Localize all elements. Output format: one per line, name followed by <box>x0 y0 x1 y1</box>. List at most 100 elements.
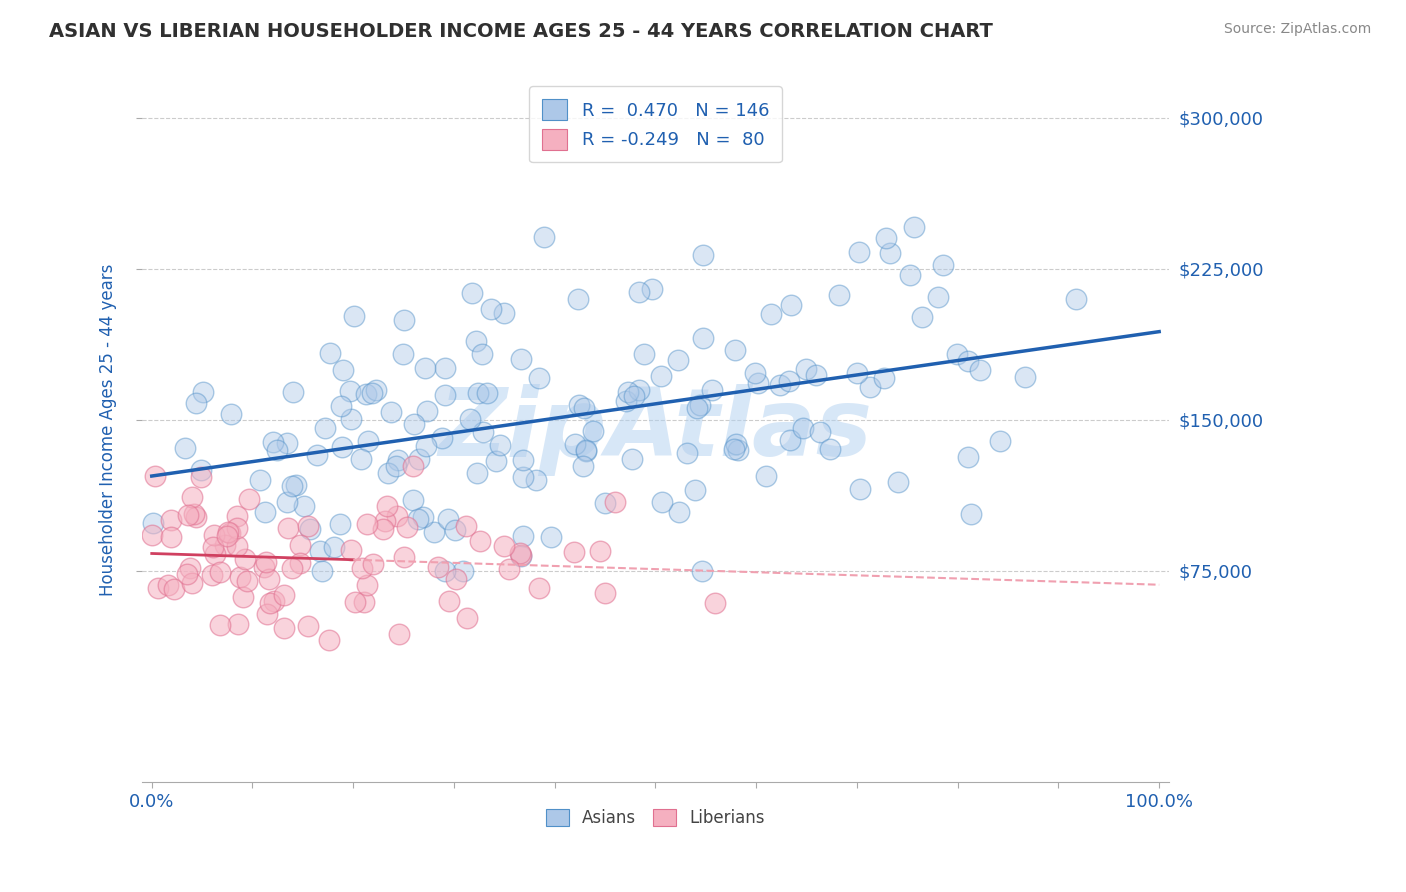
Point <box>416 404 439 418</box>
Point <box>485 454 508 468</box>
Point <box>229 570 252 584</box>
Point <box>527 370 550 384</box>
Point <box>396 520 419 534</box>
Point <box>422 525 444 540</box>
Point <box>434 360 457 375</box>
Point <box>340 543 363 558</box>
Point <box>361 557 384 571</box>
Point <box>446 572 468 586</box>
Point <box>956 450 979 465</box>
Point <box>620 452 643 467</box>
Point <box>603 495 626 509</box>
Point <box>215 529 238 543</box>
Point <box>690 564 713 578</box>
Point <box>562 545 585 559</box>
Point <box>309 544 332 558</box>
Point <box>848 245 870 260</box>
Point <box>761 307 783 321</box>
Point <box>226 520 249 534</box>
Text: ZipAtlas: ZipAtlas <box>439 384 873 476</box>
Point <box>323 540 346 554</box>
Point <box>276 495 298 509</box>
Point <box>527 581 550 595</box>
Point <box>780 298 803 312</box>
Point <box>412 510 434 524</box>
Point <box>273 621 295 635</box>
Point <box>201 567 224 582</box>
Point <box>221 407 243 421</box>
Point <box>384 459 406 474</box>
Point <box>226 508 249 523</box>
Point <box>263 593 285 607</box>
Point <box>960 507 983 521</box>
Point <box>927 290 949 304</box>
Point <box>458 411 481 425</box>
Point <box>273 589 295 603</box>
Point <box>779 434 801 448</box>
Point <box>256 607 278 621</box>
Point <box>887 475 910 489</box>
Point <box>184 396 207 410</box>
Point <box>572 459 595 474</box>
Point <box>456 519 478 533</box>
Point <box>509 549 531 563</box>
Point <box>184 510 207 524</box>
Point <box>956 353 979 368</box>
Point <box>387 452 409 467</box>
Point <box>357 434 380 449</box>
Point <box>266 443 288 458</box>
Point <box>204 547 226 561</box>
Point <box>176 508 198 522</box>
Point <box>911 310 934 324</box>
Point <box>305 448 328 462</box>
Point <box>969 362 991 376</box>
Point <box>311 564 333 578</box>
Point <box>512 453 534 467</box>
Point <box>465 466 488 480</box>
Point <box>872 371 894 385</box>
Point <box>1014 369 1036 384</box>
Point <box>160 530 183 544</box>
Point <box>436 512 458 526</box>
Point <box>141 527 163 541</box>
Point <box>595 496 617 510</box>
Point <box>339 412 361 426</box>
Point <box>628 285 651 299</box>
Point <box>173 441 195 455</box>
Point <box>202 540 225 554</box>
Point <box>666 353 689 368</box>
Point <box>792 421 814 435</box>
Point <box>820 442 842 456</box>
Point <box>845 367 868 381</box>
Point <box>808 425 831 439</box>
Point <box>898 268 921 283</box>
Point <box>747 376 769 391</box>
Point <box>349 451 371 466</box>
Point <box>806 368 828 383</box>
Point <box>692 331 714 345</box>
Point <box>262 435 284 450</box>
Point <box>443 523 465 537</box>
Point <box>932 258 955 272</box>
Point <box>388 626 411 640</box>
Point <box>385 509 408 524</box>
Point <box>828 288 851 302</box>
Legend: Asians, Liberians: Asians, Liberians <box>538 803 772 834</box>
Point <box>208 565 231 579</box>
Point <box>350 560 373 574</box>
Point <box>467 385 489 400</box>
Point <box>778 374 800 388</box>
Point <box>354 386 377 401</box>
Point <box>332 441 354 455</box>
Point <box>794 361 817 376</box>
Point <box>413 361 436 376</box>
Point <box>627 384 650 398</box>
Point <box>614 394 637 409</box>
Point <box>477 386 499 401</box>
Point <box>285 478 308 492</box>
Point <box>946 346 969 360</box>
Point <box>481 302 503 317</box>
Point <box>849 483 872 497</box>
Point <box>575 443 598 458</box>
Point <box>343 309 366 323</box>
